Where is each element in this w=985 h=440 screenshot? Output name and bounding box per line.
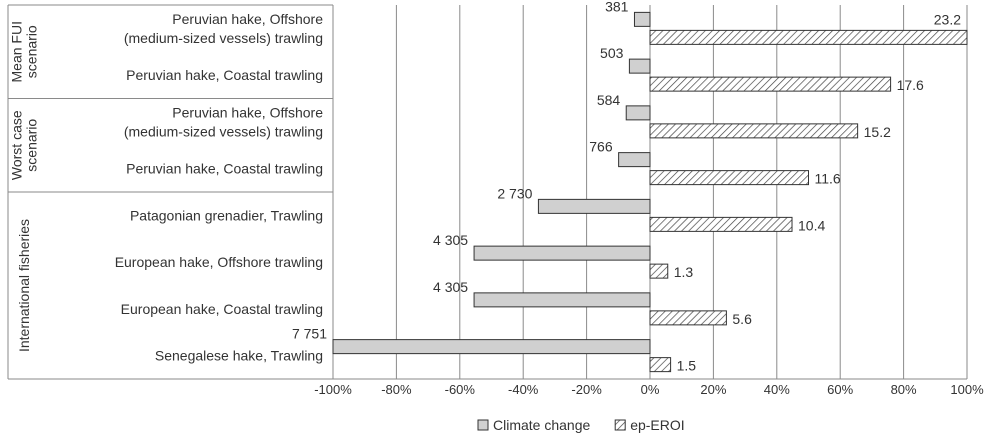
group-label: Mean FUIscenario	[9, 21, 40, 82]
bar-climate-change	[628, 58, 651, 74]
x-tick-label: -60%	[445, 382, 476, 397]
x-tick-label: 40%	[764, 382, 790, 397]
category-label: Senegalese hake, Trawling	[155, 348, 323, 364]
data-label-ep-eroi: 5.6	[732, 311, 752, 327]
data-label-climate-change: 4 305	[433, 232, 468, 248]
x-tick-label: -40%	[508, 382, 539, 397]
data-label-climate-change: 381	[605, 0, 629, 14]
bar-ep-eroi	[649, 76, 892, 92]
category-label: Patagonian grenadier, Trawling	[130, 207, 323, 223]
data-label-ep-eroi: 15.2	[864, 124, 891, 140]
bar-ep-eroi	[649, 29, 968, 45]
labels: -100% -80% -60% -40% -20% 0% 20% 40% 60% 80% 100% M…	[9, 0, 985, 397]
data-label-climate-change: 2 730	[497, 185, 532, 201]
bar-climate-change	[332, 339, 651, 355]
category-label: Peruvian hake, Offshore (medium-sized ves…	[124, 11, 323, 46]
x-tick-label: -80%	[381, 382, 412, 397]
legend-label: ep-EROI	[630, 417, 684, 433]
bar-climate-change	[537, 198, 651, 214]
legend-swatch	[614, 419, 626, 431]
legend-climate-change: Climate change	[477, 417, 590, 433]
x-tick-label: 100%	[950, 382, 984, 397]
data-label-ep-eroi: 23.2	[934, 11, 961, 27]
bar-climate-change	[618, 152, 651, 168]
bar-ep-eroi	[649, 216, 793, 232]
bar-climate-change	[625, 105, 651, 121]
legend-ep-eroi: ep-EROI	[614, 417, 685, 433]
x-tick-label: -100%	[314, 382, 352, 397]
data-label-ep-eroi: 10.4	[798, 217, 825, 233]
x-tick-label: -20%	[571, 382, 602, 397]
bar-climate-change	[633, 11, 651, 27]
data-label-ep-eroi: 1.5	[677, 358, 697, 374]
x-tick-label: 80%	[891, 382, 917, 397]
bar-ep-eroi	[649, 263, 669, 279]
x-tick-label: 20%	[700, 382, 726, 397]
bars	[332, 11, 968, 373]
bar-ep-eroi	[649, 310, 727, 326]
category-label: Peruvian hake, Coastal trawling	[126, 67, 323, 83]
data-label-ep-eroi: 1.3	[674, 264, 694, 280]
data-label-climate-change: 766	[589, 139, 613, 155]
chart-frame	[7, 4, 967, 380]
group-label: Worst casescenario	[9, 110, 40, 180]
category-label: European hake, Coastal trawling	[121, 301, 323, 317]
legend-label: Climate change	[493, 417, 590, 433]
data-label-climate-change: 4 305	[433, 279, 468, 295]
bar-ep-eroi	[649, 357, 672, 373]
data-label-climate-change: 7 751	[292, 326, 327, 342]
data-label-ep-eroi: 17.6	[897, 77, 924, 93]
bar-ep-eroi	[649, 123, 859, 139]
legend: Climate change ep-EROI	[477, 417, 685, 433]
data-label-climate-change: 584	[597, 92, 621, 108]
bar-ep-eroi	[649, 170, 809, 186]
group-label: International fisheries	[16, 219, 32, 352]
bar-climate-change	[473, 292, 651, 308]
x-tick-label: 60%	[827, 382, 853, 397]
bar-climate-change	[473, 245, 651, 261]
data-label-climate-change: 503	[600, 45, 624, 61]
category-label: European hake, Offshore trawling	[115, 254, 323, 270]
data-label-ep-eroi: 11.6	[815, 171, 841, 187]
legend-swatch	[477, 419, 489, 431]
x-tick-label: 0%	[641, 382, 660, 397]
category-label: Peruvian hake, Offshore (medium-sized ves…	[124, 104, 323, 139]
category-label: Peruvian hake, Coastal trawling	[126, 161, 323, 177]
